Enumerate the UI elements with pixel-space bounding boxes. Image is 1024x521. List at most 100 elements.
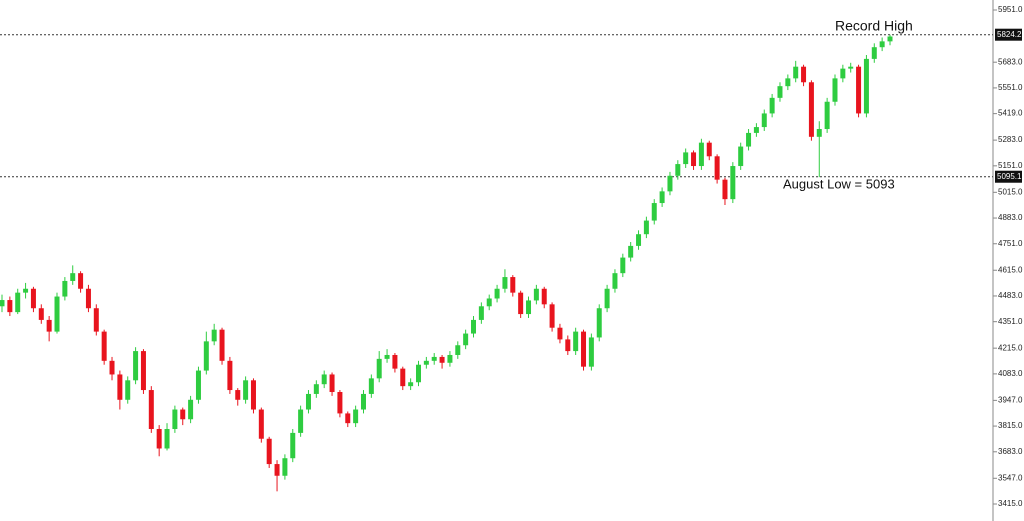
candle-body bbox=[368, 378, 374, 394]
candle-body bbox=[659, 191, 665, 204]
candle-body bbox=[376, 358, 382, 379]
y-tick-label: 4215.0 bbox=[998, 343, 1023, 352]
candle-body bbox=[706, 142, 712, 157]
candle-body bbox=[85, 288, 91, 309]
y-tick-label: 3547.0 bbox=[998, 473, 1023, 482]
candle-body bbox=[93, 308, 99, 332]
level-label: 5824.2 bbox=[997, 30, 1022, 39]
candle-body bbox=[471, 319, 477, 334]
candle-body bbox=[117, 374, 123, 400]
candle-body bbox=[298, 409, 304, 433]
candle-body bbox=[321, 374, 327, 385]
candle-body bbox=[54, 296, 60, 332]
candle-body bbox=[816, 129, 822, 137]
candle-body bbox=[62, 280, 68, 297]
y-tick-label: 3815.0 bbox=[998, 421, 1023, 430]
candle-body bbox=[502, 277, 508, 289]
candle-body bbox=[871, 47, 877, 59]
candle-body bbox=[612, 273, 618, 289]
candle-body bbox=[125, 380, 131, 400]
candle-body bbox=[573, 331, 579, 352]
candle-body bbox=[148, 390, 154, 430]
candle-body bbox=[887, 36, 893, 42]
candle-body bbox=[313, 384, 319, 394]
candle-body bbox=[78, 273, 84, 289]
candle-body bbox=[541, 288, 547, 305]
candle-body bbox=[188, 399, 194, 420]
y-tick-label: 3947.0 bbox=[998, 395, 1023, 404]
candle-body bbox=[109, 360, 115, 375]
candle-body bbox=[133, 351, 139, 381]
candle-body bbox=[777, 86, 783, 98]
candle-body bbox=[282, 458, 288, 476]
y-tick-label: 3683.0 bbox=[998, 447, 1023, 456]
candle-body bbox=[722, 179, 728, 200]
candle-body bbox=[526, 300, 532, 315]
candle-body bbox=[408, 382, 414, 387]
candle-body bbox=[250, 380, 256, 410]
candle-body bbox=[636, 234, 642, 246]
candle-body bbox=[494, 288, 500, 299]
candle-body bbox=[360, 393, 366, 410]
candle-body bbox=[557, 327, 563, 340]
candle-body bbox=[793, 66, 799, 79]
candle-body bbox=[400, 368, 406, 387]
candle-body bbox=[510, 277, 516, 293]
candle-body bbox=[337, 391, 343, 414]
candle-body bbox=[840, 68, 846, 79]
candle-body bbox=[392, 354, 398, 369]
level-marker bbox=[995, 170, 1022, 183]
candle-body bbox=[23, 288, 29, 293]
y-tick-label: 4083.0 bbox=[998, 369, 1023, 378]
candle-body bbox=[15, 292, 21, 313]
candle-body bbox=[219, 329, 225, 361]
candle-body bbox=[675, 164, 681, 176]
annotation: Record High bbox=[835, 18, 913, 34]
candle-body bbox=[140, 351, 146, 391]
candle-body bbox=[848, 66, 854, 69]
y-tick-label: 5283.0 bbox=[998, 135, 1023, 144]
candle-body bbox=[203, 341, 209, 371]
candle-body bbox=[463, 333, 469, 346]
candle-body bbox=[235, 390, 241, 400]
candle-body bbox=[227, 360, 233, 391]
candle-body bbox=[164, 429, 170, 449]
candle-body bbox=[447, 354, 453, 363]
candle-body bbox=[691, 152, 697, 167]
candle-body bbox=[824, 101, 830, 130]
candle-body bbox=[769, 97, 775, 114]
candle-body bbox=[620, 257, 626, 274]
candle-body bbox=[801, 66, 807, 83]
candle-body bbox=[549, 304, 555, 328]
candle-body bbox=[243, 380, 249, 400]
candle-body bbox=[180, 409, 186, 420]
candle-body bbox=[172, 409, 178, 430]
candle-body bbox=[195, 370, 201, 400]
candle-body bbox=[101, 331, 107, 361]
candle-body bbox=[305, 393, 311, 410]
candle-body bbox=[596, 308, 602, 338]
y-tick-label: 5419.0 bbox=[998, 109, 1023, 118]
candle-body bbox=[628, 245, 634, 258]
candle-body bbox=[651, 203, 657, 221]
y-tick-label: 4483.0 bbox=[998, 291, 1023, 300]
candle-body bbox=[667, 175, 673, 192]
y-tick-label: 5683.0 bbox=[998, 57, 1023, 66]
candle-body bbox=[266, 438, 272, 465]
candle-body bbox=[486, 298, 492, 307]
candle-body bbox=[714, 156, 720, 180]
candle-body bbox=[856, 66, 862, 114]
candle-body bbox=[329, 374, 335, 392]
candle-body bbox=[211, 329, 217, 342]
y-tick-label: 5015.0 bbox=[998, 187, 1023, 196]
y-tick-label: 4615.0 bbox=[998, 265, 1023, 274]
candle-body bbox=[761, 113, 767, 128]
y-tick-label: 4751.0 bbox=[998, 239, 1023, 248]
candle-body bbox=[431, 356, 437, 361]
candle-body bbox=[38, 308, 44, 320]
candle-body bbox=[698, 142, 704, 167]
candle-body bbox=[455, 345, 461, 355]
y-tick-label: 3415.0 bbox=[998, 499, 1023, 508]
